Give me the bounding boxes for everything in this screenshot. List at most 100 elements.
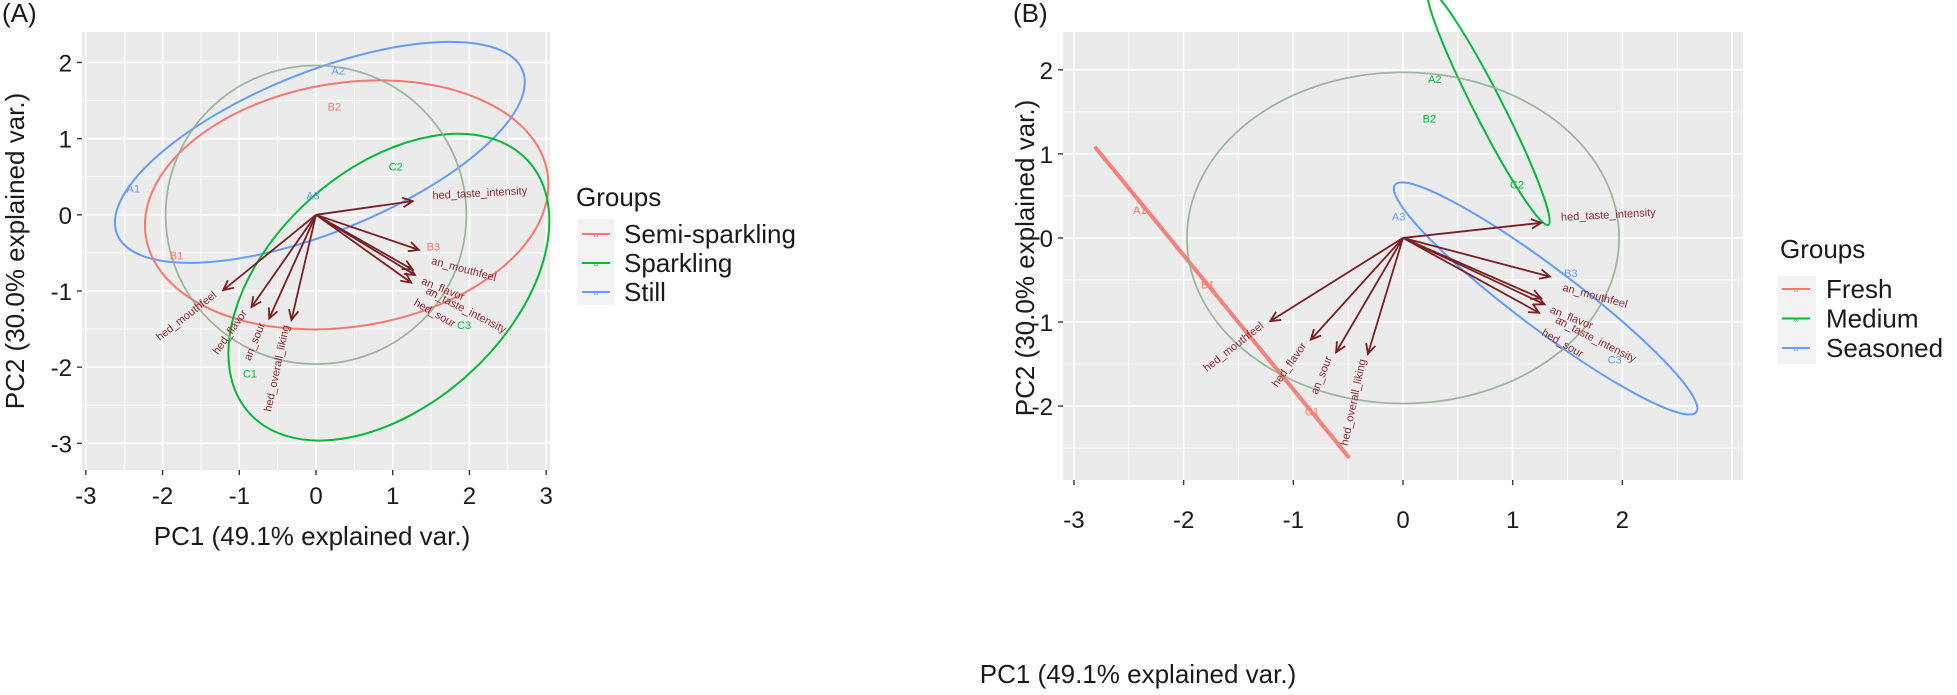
loading-arrow-hed_flavor bbox=[1310, 237, 1404, 341]
panel-a-y-axis-ticks: -3 -2 -1 0 1 2 bbox=[51, 50, 82, 458]
arrowhead-icon bbox=[221, 279, 235, 292]
panel-b-season-biplot: (B) hed_taste_intensityan_mouthfeelan_fl… bbox=[980, 0, 1943, 689]
observation-label: A3 bbox=[1392, 212, 1405, 224]
x-tick-label: -2 bbox=[1173, 507, 1194, 534]
loading-arrow-hed_taste_intensity bbox=[1402, 221, 1542, 239]
legend-label-semi-sparkling: Semi-sparkling bbox=[624, 219, 796, 249]
panel-a-x-axis-ticks: -3 -2 -1 0 1 2 3 bbox=[75, 470, 553, 510]
y-tick-label: 1 bbox=[59, 127, 72, 154]
observation-label: A1 bbox=[127, 184, 140, 196]
arrowhead-icon bbox=[1527, 303, 1541, 314]
observation-label: C1 bbox=[243, 369, 257, 381]
panel-a-loading-arrows bbox=[221, 196, 421, 322]
arrowhead-icon bbox=[1335, 341, 1346, 355]
group-ellipse-medium bbox=[1426, 0, 1551, 227]
observation-label: A2 bbox=[1428, 74, 1441, 86]
y-tick-label: 2 bbox=[59, 50, 72, 77]
arrowhead-icon bbox=[268, 307, 279, 321]
observation-label: C2 bbox=[1510, 180, 1524, 192]
panel-a-observation-labels: A1 A2 A3 B1 B2 B3 C1 C2 C3 bbox=[127, 66, 471, 381]
legend-key-glyph-icon: a bbox=[1794, 287, 1798, 294]
panel-b-x-axis-ticks: -3 -2 -1 0 1 2 bbox=[1063, 480, 1629, 534]
legend-label-still: Still bbox=[624, 277, 666, 307]
panel-a-sparkling-biplot: (A) hed_taste_intensityan_mouthfeelan_fl… bbox=[0, 0, 796, 551]
observation-label: C2 bbox=[389, 161, 403, 173]
arrowhead-icon bbox=[288, 309, 300, 322]
group-ellipse-fresh bbox=[1093, 145, 1351, 459]
panel-b-correlation-circle bbox=[1186, 71, 1620, 405]
group-ellipse-semi-sparkling bbox=[143, 79, 550, 331]
panel-a-y-axis-title: PC2 (30.0% explained var.) bbox=[0, 93, 30, 410]
panel-a-x-axis-title: PC1 (49.1% explained var.) bbox=[154, 521, 471, 551]
loading-label: hed_taste_intensity bbox=[432, 185, 528, 202]
observation-label: B3 bbox=[1564, 268, 1577, 280]
observation-label: C3 bbox=[457, 320, 471, 332]
legend-label-medium: Medium bbox=[1826, 304, 1918, 334]
legend-key-glyph-icon: a bbox=[594, 290, 598, 297]
legend-key-glyph-icon: a bbox=[594, 232, 598, 239]
panel-b-observation-labels: A1 B1 C1 A2 B2 C2 A3 B3 C3 bbox=[1133, 74, 1622, 419]
arrowhead-icon bbox=[401, 196, 415, 208]
x-tick-label: 1 bbox=[1506, 507, 1519, 534]
y-tick-label: 0 bbox=[59, 203, 72, 230]
panel-b-y-axis-ticks: -2 -1 0 1 2 bbox=[1032, 58, 1063, 421]
loading-arrow-hed_sour bbox=[1402, 237, 1540, 314]
arrowhead-icon bbox=[400, 272, 413, 284]
panel-b-letter: (B) bbox=[1013, 0, 1048, 28]
arrowhead-icon bbox=[1538, 268, 1552, 280]
loading-arrow-hed_mouthfeel bbox=[222, 214, 317, 291]
y-tick-label: -3 bbox=[51, 431, 72, 458]
x-tick-label: -1 bbox=[229, 483, 250, 510]
observation-label: A3 bbox=[306, 190, 319, 202]
y-tick-label: 2 bbox=[1040, 58, 1053, 85]
panel-a-legend-title: Groups bbox=[576, 182, 661, 212]
legend-label-fresh: Fresh bbox=[1826, 274, 1892, 304]
panel-b-legend-key-background bbox=[1778, 276, 1816, 364]
observation-label: B2 bbox=[1423, 113, 1436, 125]
panel-a-gridlines bbox=[82, 32, 550, 470]
legend-label-seasoned: Seasoned bbox=[1826, 333, 1943, 363]
panel-b-y-axis-title: PC2 (30.0% explained var.) bbox=[1010, 100, 1040, 417]
arrowhead-icon bbox=[1268, 311, 1282, 323]
x-tick-label: 0 bbox=[309, 483, 322, 510]
loading-arrow-an_sour bbox=[268, 214, 317, 319]
y-tick-label: -1 bbox=[51, 279, 72, 306]
panel-a-legend: Groups a Semi-sparkling a Sparkling a Still bbox=[576, 182, 796, 307]
loading-arrow-an_taste_intensity bbox=[1402, 237, 1545, 306]
arrowhead-icon bbox=[1530, 218, 1544, 230]
observation-label: C1 bbox=[1305, 407, 1319, 419]
x-tick-label: -3 bbox=[75, 483, 96, 510]
group-ellipse-seasoned bbox=[1392, 181, 1699, 416]
x-tick-label: 1 bbox=[386, 483, 399, 510]
loading-arrow-hed_taste_intensity bbox=[315, 200, 413, 216]
observation-label: B1 bbox=[1201, 280, 1214, 292]
y-tick-label: -2 bbox=[51, 355, 72, 382]
panel-b-loading-arrows bbox=[1268, 218, 1552, 356]
y-tick-label: -1 bbox=[1032, 310, 1053, 337]
loading-label: hed_taste_intensity bbox=[1561, 207, 1657, 224]
y-tick-label: -2 bbox=[1032, 394, 1053, 421]
panel-b-x-axis-title: PC1 (49.1% explained var.) bbox=[980, 659, 1297, 689]
legend-key-glyph-icon: a bbox=[1794, 317, 1798, 324]
panel-b-group-ellipses bbox=[1093, 0, 1699, 459]
legend-key-glyph-icon: a bbox=[594, 261, 598, 268]
x-tick-label: 3 bbox=[539, 483, 552, 510]
correlation-circle bbox=[164, 64, 468, 366]
x-tick-label: 0 bbox=[1396, 507, 1409, 534]
observation-label: B3 bbox=[427, 241, 440, 253]
loading-arrow-hed_overall_liking bbox=[290, 214, 317, 321]
loading-arrow-hed_overall_liking bbox=[1367, 237, 1404, 355]
panel-b-legend-title: Groups bbox=[1780, 234, 1865, 264]
x-tick-label: -3 bbox=[1063, 507, 1084, 534]
arrowhead-icon bbox=[403, 265, 417, 277]
x-tick-label: 2 bbox=[463, 483, 476, 510]
x-tick-label: -2 bbox=[152, 483, 173, 510]
observation-label: C3 bbox=[1608, 355, 1622, 367]
panel-b-legend: Groups a Fresh a Medium a Seasoned bbox=[1778, 234, 1943, 364]
loading-arrow-hed_sour bbox=[315, 214, 412, 284]
arrowhead-icon bbox=[407, 241, 421, 253]
legend-key-glyph-icon: a bbox=[1794, 346, 1798, 353]
loading-arrow-an_taste_intensity bbox=[315, 214, 416, 276]
loading-arrow-an_mouthfeel bbox=[1402, 237, 1551, 278]
